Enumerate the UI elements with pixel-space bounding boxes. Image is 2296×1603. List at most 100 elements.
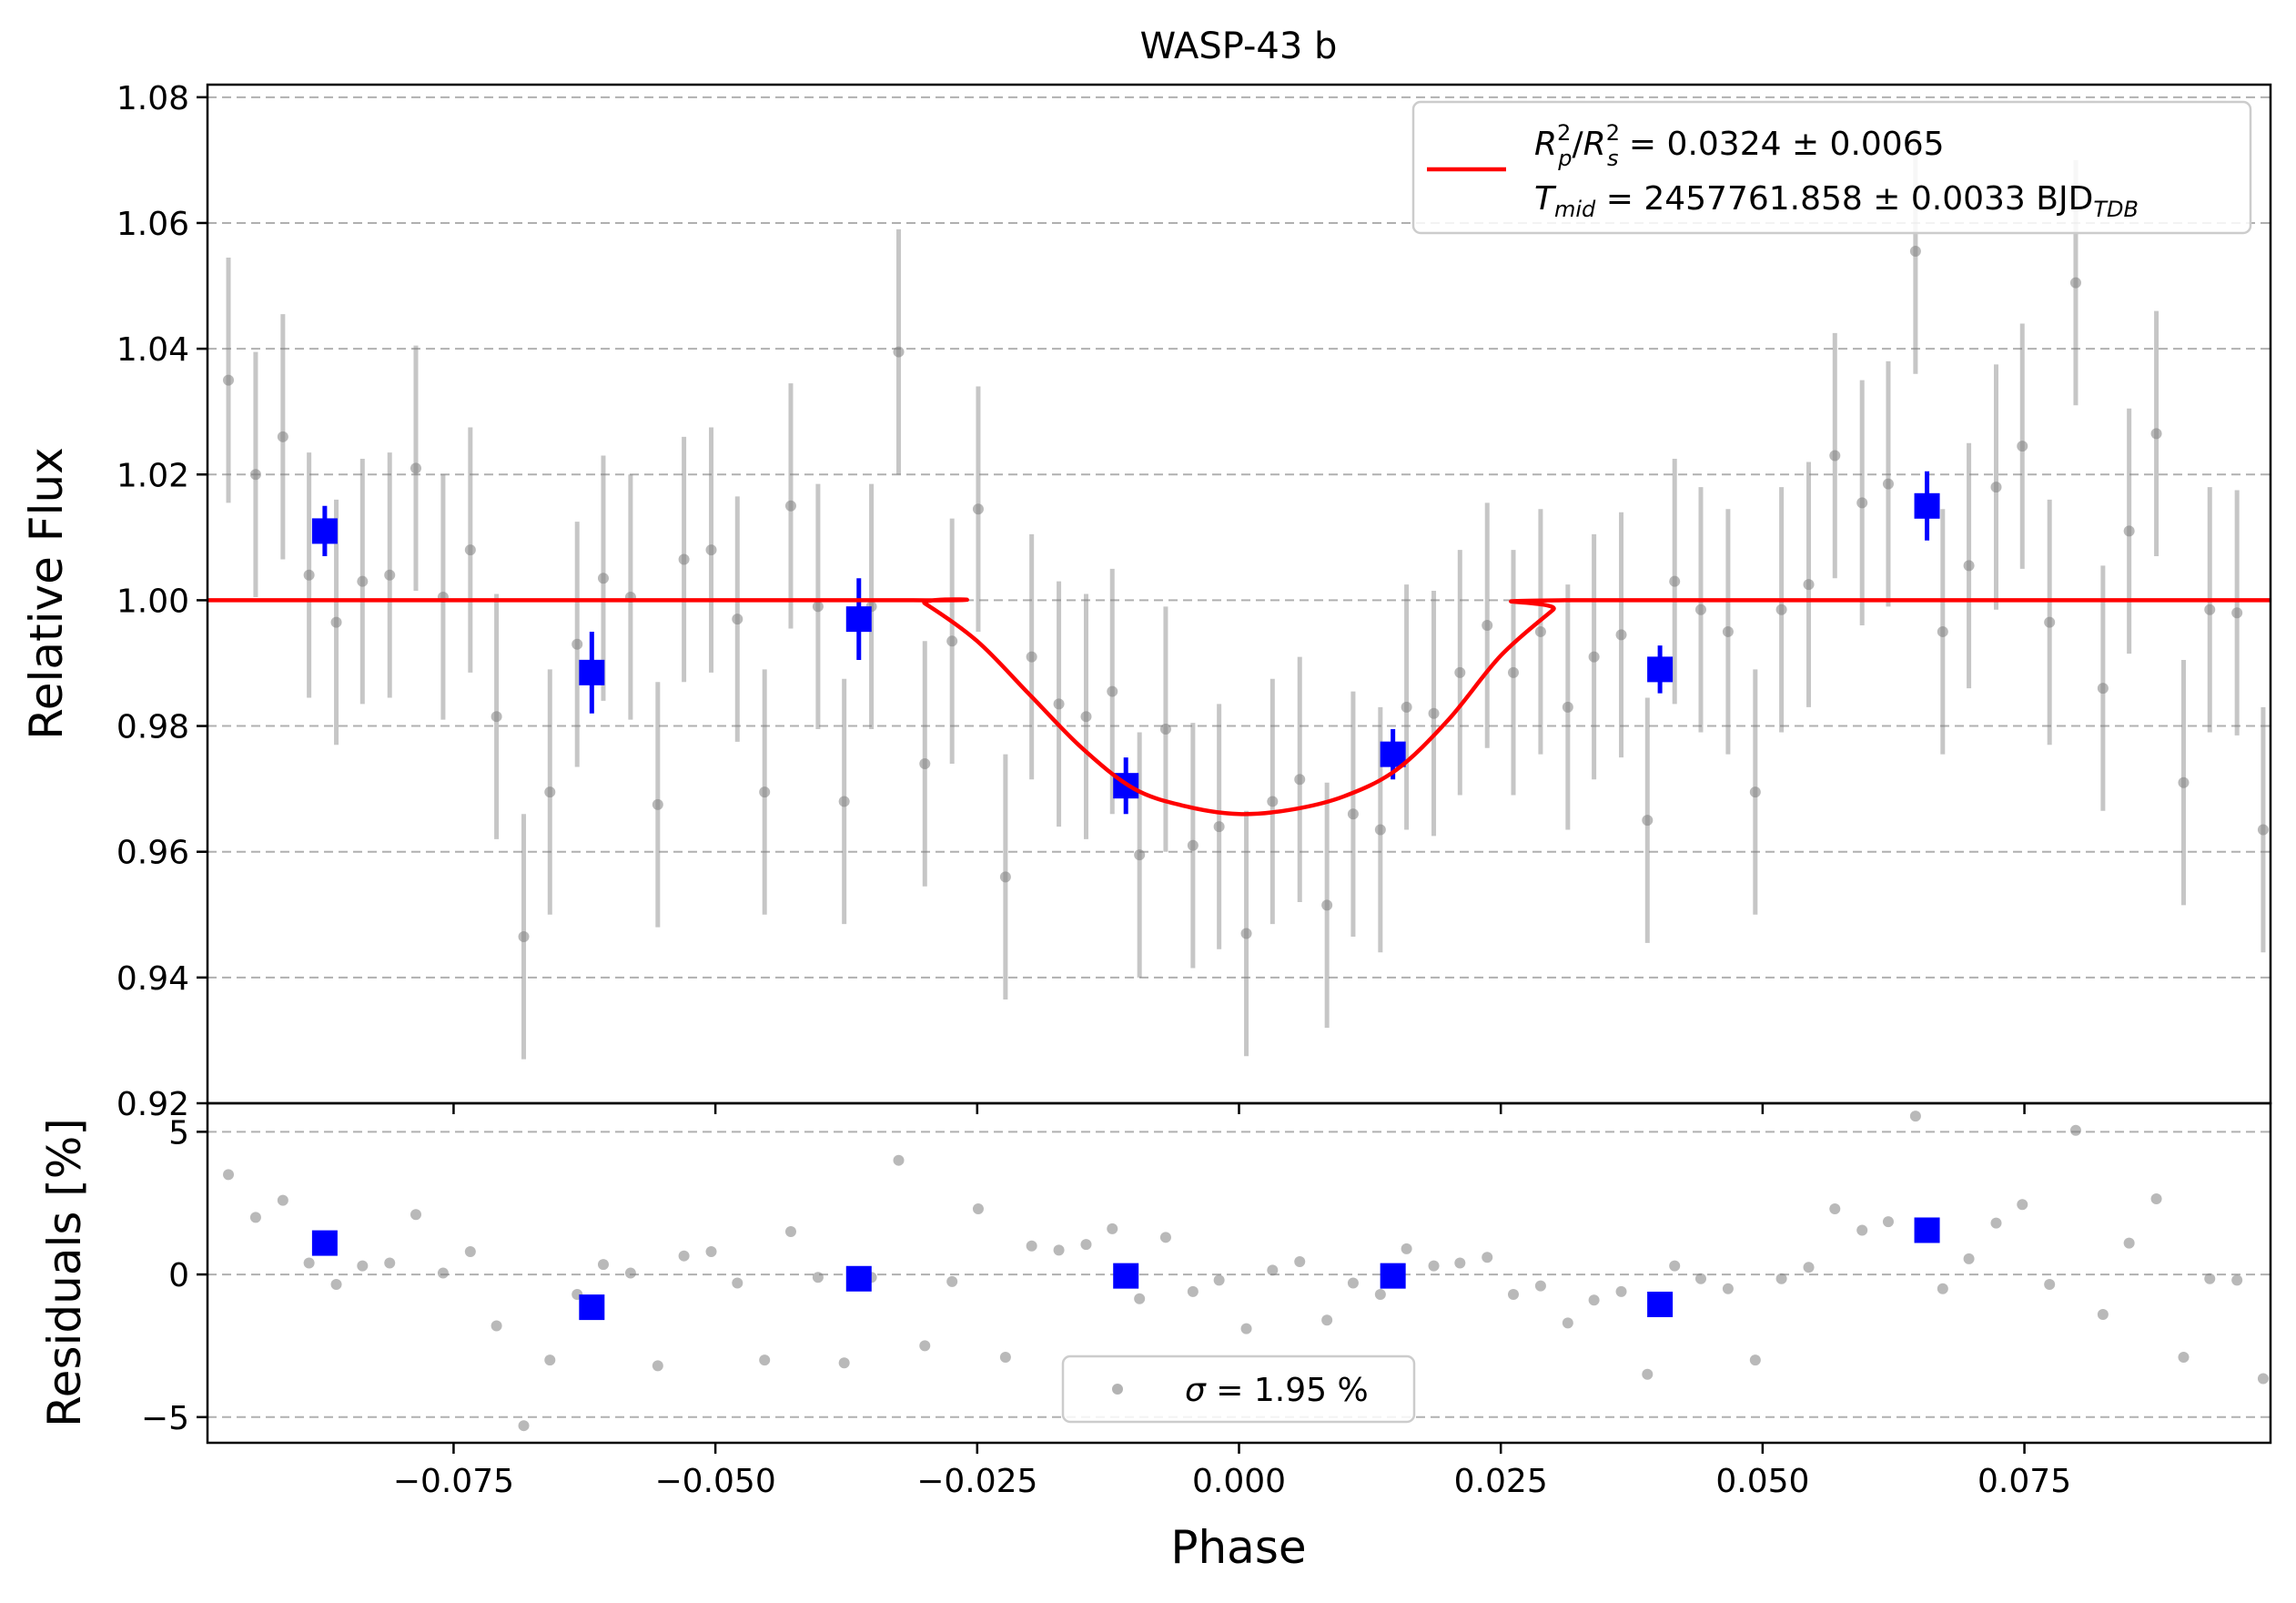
flux-point	[784, 500, 796, 512]
x-tick-label: 0.000	[1192, 1463, 1286, 1500]
residual-binned-point	[1647, 1291, 1674, 1317]
flux-point	[2044, 616, 2056, 628]
flux-point	[1694, 604, 1706, 615]
residual-point	[357, 1260, 369, 1272]
flux-point	[1267, 796, 1279, 807]
residual-point	[2178, 1351, 2190, 1363]
residual-point	[249, 1212, 261, 1223]
residual-binned-point	[1380, 1263, 1406, 1289]
residual-point	[2204, 1273, 2216, 1284]
flux-point	[946, 635, 958, 647]
residual-point	[2150, 1193, 2162, 1205]
residuals-y-tick-label: −5	[141, 1400, 189, 1437]
flux-point	[1401, 701, 1412, 713]
flux-point	[972, 503, 984, 515]
residual-point	[491, 1320, 502, 1332]
flux-point	[919, 758, 931, 769]
flux-point	[1856, 497, 1868, 509]
flux-point	[2017, 441, 2028, 452]
residual-point	[919, 1340, 931, 1352]
residual-binned-point	[845, 1265, 872, 1292]
residual-point	[1159, 1232, 1171, 1243]
residual-point	[1562, 1317, 1573, 1329]
flux-point	[1507, 666, 1519, 678]
flux-point	[410, 462, 422, 474]
flux-panel: 0.92 0.94 0.96 0.98 1.00 1.02 1.04 1.06 1.08 Rel…	[20, 80, 2272, 1123]
residual-point	[1588, 1294, 1600, 1306]
flux-point	[1374, 824, 1386, 836]
residual-point	[946, 1275, 958, 1287]
residual-point	[1134, 1293, 1146, 1304]
residual-point	[464, 1245, 476, 1257]
residual-binned-point	[1914, 1217, 1940, 1243]
residuals-legend-box	[1061, 1354, 1416, 1424]
binned-point	[579, 659, 605, 685]
flux-point	[1562, 701, 1573, 713]
x-tick-label: 0.050	[1715, 1463, 1809, 1500]
residual-point	[624, 1267, 636, 1279]
residual-point	[2123, 1237, 2135, 1249]
flux-point	[893, 346, 905, 358]
residuals-legend: σ = 1.95 %	[1061, 1354, 1416, 1424]
residual-point	[1882, 1216, 1894, 1228]
residual-point	[1642, 1368, 1654, 1380]
residual-point	[2017, 1199, 2028, 1211]
flux-point	[732, 614, 743, 625]
flux-point	[812, 601, 824, 613]
flux-point	[1803, 579, 1815, 591]
flux-point	[464, 544, 476, 556]
flux-point	[1294, 774, 1306, 786]
flux-point	[1134, 849, 1146, 861]
residual-point	[223, 1169, 235, 1181]
flux-legend: R2 p/R2 s = 0.0324 ± 0.0065 Tmid = 2457761…	[1411, 100, 2252, 235]
residual-point	[1053, 1244, 1065, 1256]
flux-point	[1749, 786, 1761, 798]
flux-point	[1428, 707, 1440, 719]
flux-point	[1053, 698, 1065, 710]
residuals-axes-frame	[206, 1101, 2272, 1445]
residual-point	[1401, 1243, 1412, 1254]
binned-point	[311, 518, 338, 544]
flux-y-tick-label: 0.96	[116, 835, 189, 872]
residual-point	[732, 1277, 743, 1289]
residual-point	[999, 1351, 1011, 1363]
residual-point	[277, 1194, 288, 1206]
residuals-y-axis-label: Residuals [%]	[38, 1118, 91, 1427]
residual-point	[2069, 1124, 2081, 1136]
flux-point	[705, 544, 717, 556]
flux-point	[518, 930, 530, 942]
flux-y-axis-label: Relative Flux	[20, 447, 73, 739]
residual-point	[1294, 1255, 1306, 1267]
flux-point	[1159, 724, 1171, 736]
flux-point	[1615, 629, 1627, 641]
residual-point	[1482, 1252, 1493, 1263]
flux-point	[1775, 604, 1787, 615]
residual-point	[1722, 1283, 1734, 1294]
residual-point	[2097, 1308, 2109, 1320]
residual-point	[1213, 1274, 1225, 1286]
residuals-legend-marker	[1112, 1384, 1123, 1395]
flux-y-tick-label: 0.92	[116, 1086, 189, 1123]
flux-y-tick-label: 1.00	[116, 583, 189, 620]
flux-point	[1937, 625, 1948, 637]
flux-point	[1588, 651, 1600, 663]
flux-y-ticks: 0.92 0.94 0.96 0.98 1.00 1.02 1.04 1.06 1.08	[116, 80, 207, 1123]
residual-point	[784, 1226, 796, 1238]
residual-point	[1669, 1260, 1681, 1272]
flux-point	[1669, 575, 1681, 587]
residual-point	[1080, 1239, 1092, 1251]
residual-binned-point	[311, 1230, 338, 1256]
binned-point	[845, 606, 872, 633]
residual-point	[1347, 1277, 1359, 1289]
flux-point	[1026, 651, 1037, 663]
residual-binned-points	[311, 1217, 1940, 1321]
residual-point	[678, 1250, 690, 1262]
residual-point	[705, 1245, 717, 1257]
flux-binned-points	[311, 471, 1940, 815]
residual-point	[1374, 1289, 1386, 1301]
flux-legend-box	[1411, 100, 2252, 235]
flux-point	[1347, 808, 1359, 820]
residuals-y-tick-label: 0	[168, 1257, 189, 1294]
residual-point	[652, 1360, 663, 1372]
residual-point	[1534, 1280, 1546, 1292]
